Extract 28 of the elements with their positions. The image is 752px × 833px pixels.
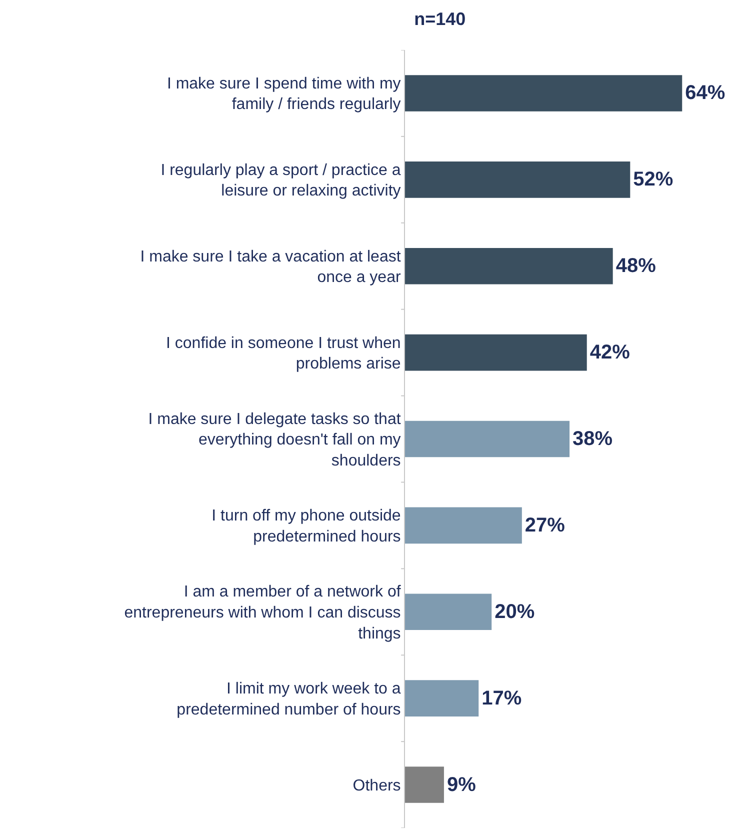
y-tick-label: I am a member of a network of entrepreneurs with whom I can discuss things [124, 584, 402, 642]
y-tick-label: I make sure I take a vacation at least once a year [140, 248, 402, 286]
bar [405, 420, 570, 458]
bar [405, 680, 479, 716]
data-label: 27% [524, 514, 566, 536]
data-label: 48% [616, 255, 656, 278]
bar [405, 162, 630, 198]
chart-title: n=140 [414, 9, 466, 30]
data-label: 42% [590, 342, 630, 364]
data-label: 52% [633, 168, 674, 191]
data-label: 17% [482, 687, 522, 710]
y-tick-label: I make sure I delegate tasks so that everything doesn't fall on my shoulders [148, 410, 402, 470]
bar [405, 507, 522, 544]
bar [405, 334, 587, 371]
data-label: 9% [446, 774, 476, 796]
data-label: 64% [685, 82, 726, 104]
data-label: 38% [572, 428, 613, 450]
y-tick-label: I regularly play a sport / practice a leisure or relaxing activity [160, 162, 401, 200]
bar [405, 248, 613, 284]
y-tick-label: Others [352, 777, 401, 794]
y-tick-label: I confide in someone I trust when problems arise [166, 334, 401, 373]
y-tick-label: I limit my work week to a predetermined number of hours [176, 680, 401, 718]
bar [405, 766, 444, 803]
bar [405, 75, 682, 112]
data-label: 20% [494, 600, 535, 623]
y-tick-label: I turn off my phone outside predetermined hours [212, 508, 401, 546]
bar [405, 594, 492, 630]
y-tick-label: I make sure I spend time with my family / friends regularly [166, 75, 401, 114]
